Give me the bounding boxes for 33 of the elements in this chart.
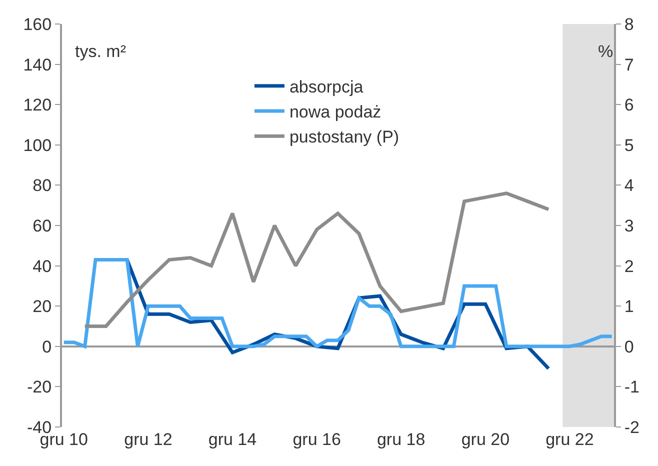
- y2-tick-label: -2: [624, 418, 640, 437]
- y2-tick-label: 7: [624, 55, 634, 74]
- y-tick-label: 60: [32, 216, 52, 236]
- y2-tick-label: 4: [624, 176, 634, 196]
- y-tick-label: 40: [32, 256, 52, 276]
- legend-label: nowa podaż: [289, 102, 382, 122]
- x-tick-label: gru 14: [208, 430, 257, 449]
- legend-label: absorpcja: [289, 78, 364, 97]
- y2-tick-label: -1: [624, 378, 640, 397]
- x-tick-label: gru 20: [461, 430, 510, 449]
- y2-tick-label: 2: [624, 256, 634, 276]
- y-tick-label: 20: [32, 297, 52, 316]
- y-tick-label: 100: [23, 136, 52, 155]
- y2-tick-label: 8: [624, 14, 634, 34]
- x-tick-label: gru 12: [124, 430, 172, 449]
- y-tick-label: 120: [23, 96, 52, 115]
- line-series: [83, 192, 550, 328]
- legend-label: pustostany (P): [289, 128, 400, 147]
- x-tick-label: gru 22: [546, 430, 594, 449]
- y2-tick-label: 5: [624, 136, 634, 155]
- y2-tick-label: 6: [624, 96, 634, 115]
- y-tick-label: 160: [23, 14, 52, 34]
- y2-tick-label: 1: [624, 297, 634, 316]
- y-tick-label: -20: [27, 378, 52, 397]
- y2-tick-label: 3: [624, 216, 634, 236]
- y-tick-label: 140: [23, 55, 52, 74]
- x-tick-label: gru 16: [292, 430, 341, 449]
- y2-axis-title: %: [598, 42, 614, 61]
- y2-tick-label: 0: [624, 337, 634, 356]
- x-tick-label: gru 18: [376, 430, 426, 449]
- y-axis-title: tys. m²: [75, 42, 126, 61]
- y-tick-label: 0: [42, 337, 52, 356]
- y-tick-label: 80: [32, 176, 52, 196]
